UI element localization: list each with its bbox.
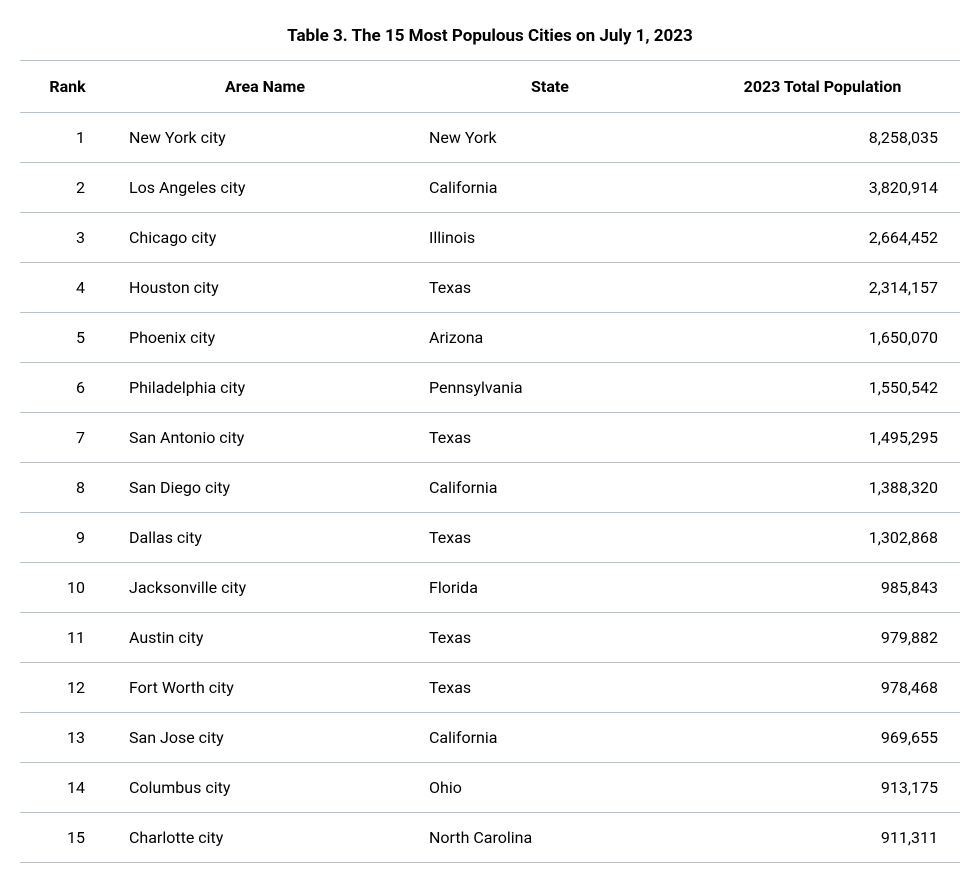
cell-rank: 15 xyxy=(20,813,115,863)
cell-area: Austin city xyxy=(115,613,415,663)
cell-area: Jacksonville city xyxy=(115,563,415,613)
cell-population: 2,314,157 xyxy=(685,263,960,313)
table-row: 1 New York city New York 8,258,035 xyxy=(20,113,960,163)
table-row: 6 Philadelphia city Pennsylvania 1,550,5… xyxy=(20,363,960,413)
cell-population: 3,820,914 xyxy=(685,163,960,213)
table-row: 5 Phoenix city Arizona 1,650,070 xyxy=(20,313,960,363)
cell-rank: 13 xyxy=(20,713,115,763)
cell-state: Arizona xyxy=(415,313,685,363)
cell-rank: 7 xyxy=(20,413,115,463)
table-row: 14 Columbus city Ohio 913,175 xyxy=(20,763,960,813)
table-row: 2 Los Angeles city California 3,820,914 xyxy=(20,163,960,213)
cell-area: Chicago city xyxy=(115,213,415,263)
header-rank: Rank xyxy=(20,61,115,113)
cell-population: 913,175 xyxy=(685,763,960,813)
table-row: 8 San Diego city California 1,388,320 xyxy=(20,463,960,513)
cell-population: 985,843 xyxy=(685,563,960,613)
table-row: 4 Houston city Texas 2,314,157 xyxy=(20,263,960,313)
table-row: 7 San Antonio city Texas 1,495,295 xyxy=(20,413,960,463)
cell-area: Phoenix city xyxy=(115,313,415,363)
cell-rank: 5 xyxy=(20,313,115,363)
table-row: 9 Dallas city Texas 1,302,868 xyxy=(20,513,960,563)
cell-rank: 12 xyxy=(20,663,115,713)
cell-state: Texas xyxy=(415,263,685,313)
cell-population: 911,311 xyxy=(685,813,960,863)
cell-area: Philadelphia city xyxy=(115,363,415,413)
cell-state: Texas xyxy=(415,513,685,563)
cell-population: 1,388,320 xyxy=(685,463,960,513)
cell-rank: 11 xyxy=(20,613,115,663)
cell-population: 979,882 xyxy=(685,613,960,663)
cell-rank: 2 xyxy=(20,163,115,213)
cell-state: California xyxy=(415,713,685,763)
cell-population: 8,258,035 xyxy=(685,113,960,163)
cell-rank: 3 xyxy=(20,213,115,263)
cell-state: Pennsylvania xyxy=(415,363,685,413)
population-table-container: Table 3. The 15 Most Populous Cities on … xyxy=(20,20,960,863)
cell-area: Houston city xyxy=(115,263,415,313)
cell-population: 978,468 xyxy=(685,663,960,713)
population-table: Rank Area Name State 2023 Total Populati… xyxy=(20,60,960,863)
table-row: 11 Austin city Texas 979,882 xyxy=(20,613,960,663)
cell-state: New York xyxy=(415,113,685,163)
cell-area: Los Angeles city xyxy=(115,163,415,213)
cell-rank: 14 xyxy=(20,763,115,813)
cell-area: Fort Worth city xyxy=(115,663,415,713)
cell-state: Texas xyxy=(415,413,685,463)
cell-population: 1,550,542 xyxy=(685,363,960,413)
table-row: 12 Fort Worth city Texas 978,468 xyxy=(20,663,960,713)
cell-area: San Antonio city xyxy=(115,413,415,463)
cell-rank: 8 xyxy=(20,463,115,513)
cell-population: 1,495,295 xyxy=(685,413,960,463)
cell-rank: 4 xyxy=(20,263,115,313)
cell-state: California xyxy=(415,463,685,513)
cell-population: 1,302,868 xyxy=(685,513,960,563)
cell-state: Ohio xyxy=(415,763,685,813)
table-row: 10 Jacksonville city Florida 985,843 xyxy=(20,563,960,613)
cell-state: Florida xyxy=(415,563,685,613)
cell-rank: 6 xyxy=(20,363,115,413)
cell-population: 1,650,070 xyxy=(685,313,960,363)
cell-area: Dallas city xyxy=(115,513,415,563)
cell-area: New York city xyxy=(115,113,415,163)
header-population: 2023 Total Population xyxy=(685,61,960,113)
cell-state: Texas xyxy=(415,663,685,713)
table-row: 3 Chicago city Illinois 2,664,452 xyxy=(20,213,960,263)
cell-state: Texas xyxy=(415,613,685,663)
cell-area: Columbus city xyxy=(115,763,415,813)
table-header-row: Rank Area Name State 2023 Total Populati… xyxy=(20,61,960,113)
header-state: State xyxy=(415,61,685,113)
cell-area: San Diego city xyxy=(115,463,415,513)
cell-state: North Carolina xyxy=(415,813,685,863)
cell-area: Charlotte city xyxy=(115,813,415,863)
table-title: Table 3. The 15 Most Populous Cities on … xyxy=(20,20,960,60)
cell-rank: 1 xyxy=(20,113,115,163)
cell-state: California xyxy=(415,163,685,213)
cell-population: 2,664,452 xyxy=(685,213,960,263)
table-row: 15 Charlotte city North Carolina 911,311 xyxy=(20,813,960,863)
table-row: 13 San Jose city California 969,655 xyxy=(20,713,960,763)
cell-state: Illinois xyxy=(415,213,685,263)
cell-population: 969,655 xyxy=(685,713,960,763)
cell-rank: 9 xyxy=(20,513,115,563)
cell-rank: 10 xyxy=(20,563,115,613)
header-area-name: Area Name xyxy=(115,61,415,113)
cell-area: San Jose city xyxy=(115,713,415,763)
